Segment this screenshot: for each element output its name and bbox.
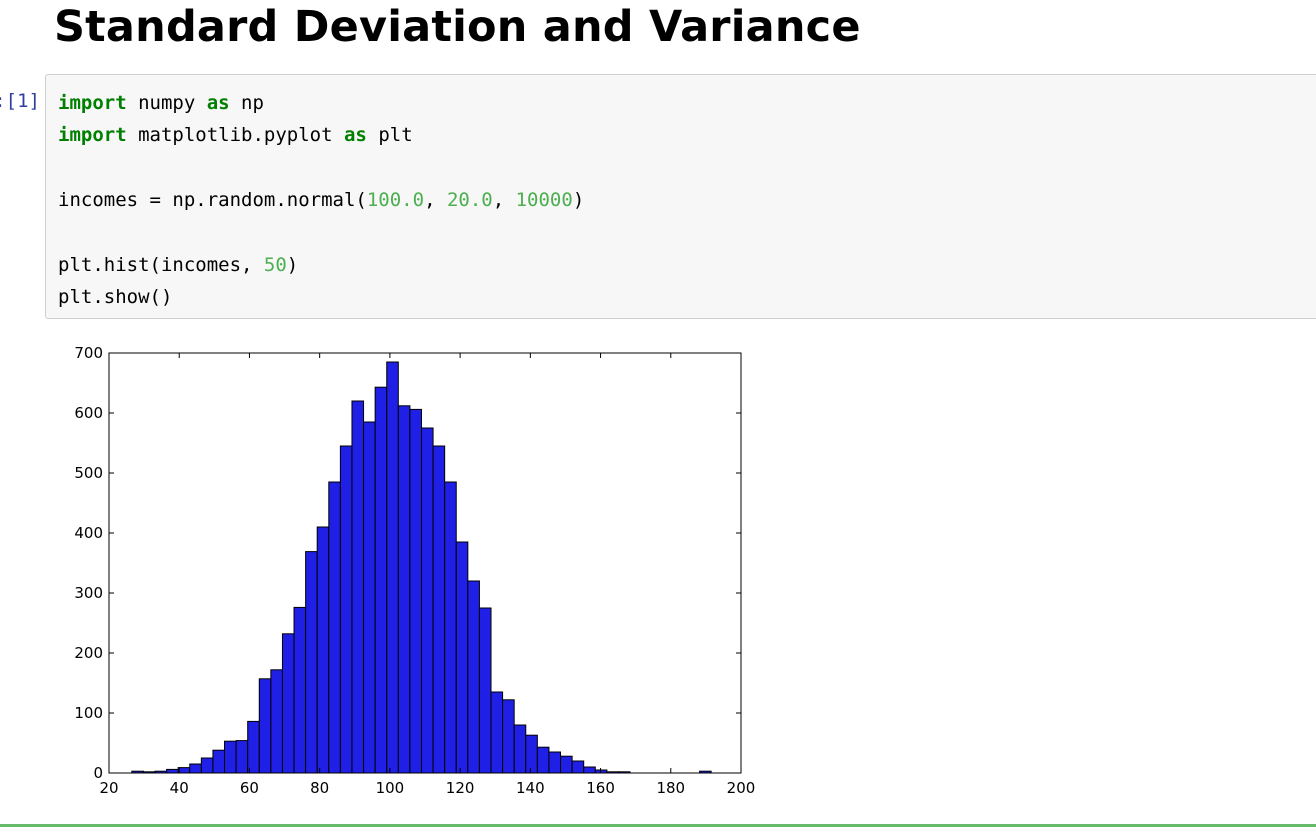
x-tick-label: 120 <box>446 779 475 797</box>
plot-frame <box>108 352 742 774</box>
histogram-bar <box>305 551 318 774</box>
x-tick-label: 100 <box>376 779 405 797</box>
code-text: ) <box>286 254 299 277</box>
y-tick-label: 300 <box>74 584 103 602</box>
histogram-bar <box>548 751 562 774</box>
histogram-bar <box>525 734 538 774</box>
histogram-bar <box>444 481 457 774</box>
histogram-bar <box>455 541 469 774</box>
code-text: incomes = np.random.normal( <box>58 189 367 212</box>
code-line <box>58 152 584 184</box>
code-line: import numpy as np <box>58 87 584 119</box>
y-tick-label: 700 <box>74 344 103 362</box>
histogram-bar <box>212 749 226 774</box>
y-tick-label: 400 <box>74 524 103 542</box>
code-line <box>58 217 584 249</box>
x-tick-label: 140 <box>516 779 545 797</box>
next-cell-border <box>0 824 1316 827</box>
histogram-bar <box>363 421 376 774</box>
histogram-bar <box>478 607 492 774</box>
histogram-bar <box>536 746 550 774</box>
y-tick-label: 200 <box>74 644 103 662</box>
histogram-bar <box>409 408 422 774</box>
x-tick-label: 180 <box>656 779 685 797</box>
code-text: plt.hist(incomes, <box>58 254 264 277</box>
histogram-bar <box>270 669 283 774</box>
code-keyword: as <box>206 92 230 114</box>
histogram-bar <box>583 766 596 774</box>
histogram-bar <box>420 427 434 774</box>
y-tick-label: 500 <box>74 464 103 482</box>
code-line: incomes = np.random.normal(100.0, 20.0, … <box>58 184 584 216</box>
code-line: import matplotlib.pyplot as plt <box>58 119 584 151</box>
x-tick-label: 80 <box>310 779 329 797</box>
code-keyword: import <box>58 124 127 147</box>
code-editor[interactable]: import numpy as np import matplotlib.pypl… <box>58 87 584 314</box>
code-number: 20.0 <box>446 189 493 212</box>
histogram-bar <box>467 580 480 774</box>
y-tick-label: 600 <box>74 404 103 422</box>
code-number: 100.0 <box>366 189 425 212</box>
code-number: 10000 <box>515 189 573 212</box>
histogram-bar <box>351 400 365 774</box>
histogram-bar <box>560 755 573 774</box>
page-heading: Standard Deviation and Variance <box>54 2 861 52</box>
histogram-bar <box>316 526 330 774</box>
code-text: , <box>424 189 447 212</box>
histogram-bar <box>293 606 307 774</box>
cell-output: 20 40 60 80 100 120 140 160 180 200 0 100 200 300 400 5… <box>60 336 780 806</box>
histogram-bar <box>200 757 214 774</box>
histogram-bar <box>177 767 191 774</box>
histogram-bar <box>247 720 260 774</box>
histogram-chart: 20 40 60 80 100 120 140 160 180 200 0 100 200 300 400 5… <box>74 344 756 797</box>
histogram-bar <box>224 740 237 774</box>
histogram-bar <box>432 445 446 774</box>
code-keyword: import <box>58 92 127 114</box>
histogram-bar <box>374 386 388 774</box>
code-text: np <box>229 92 264 114</box>
code-keyword: as <box>343 124 367 147</box>
histogram-bar <box>571 760 585 774</box>
x-tick-label: 40 <box>170 779 189 797</box>
histogram-bar <box>502 699 515 774</box>
code-text: numpy <box>126 92 207 114</box>
histogram-bar <box>513 724 527 774</box>
histogram-bar <box>386 361 399 774</box>
histogram-bar <box>258 678 272 774</box>
code-line: plt.hist(incomes, 50) <box>58 249 584 281</box>
y-tick-label: 0 <box>93 764 103 782</box>
code-line: plt.show() <box>58 281 584 313</box>
histogram-bar <box>235 740 249 774</box>
x-tick-label: 200 <box>727 779 756 797</box>
code-number: 50 <box>263 254 287 277</box>
code-text: ) <box>572 189 585 212</box>
code-text: plt <box>366 124 413 147</box>
histogram-bar <box>189 763 202 774</box>
histogram-bar <box>328 481 341 774</box>
histogram-bar <box>339 445 353 774</box>
cell-prompt: [1]: <box>0 90 40 112</box>
code-text: plt.show() <box>58 286 173 309</box>
code-text: matplotlib.pyplot <box>126 124 344 147</box>
y-tick-label: 100 <box>74 704 103 722</box>
histogram-bar <box>490 691 504 774</box>
x-tick-label: 20 <box>99 779 118 797</box>
x-tick-label: 60 <box>240 779 259 797</box>
code-cell[interactable]: import numpy as np import matplotlib.pypl… <box>45 74 1316 319</box>
histogram-bar <box>166 768 179 774</box>
code-text: , <box>492 189 516 212</box>
x-tick-label: 160 <box>586 779 615 797</box>
histogram-bar <box>281 633 295 774</box>
histogram-bar <box>397 405 411 774</box>
